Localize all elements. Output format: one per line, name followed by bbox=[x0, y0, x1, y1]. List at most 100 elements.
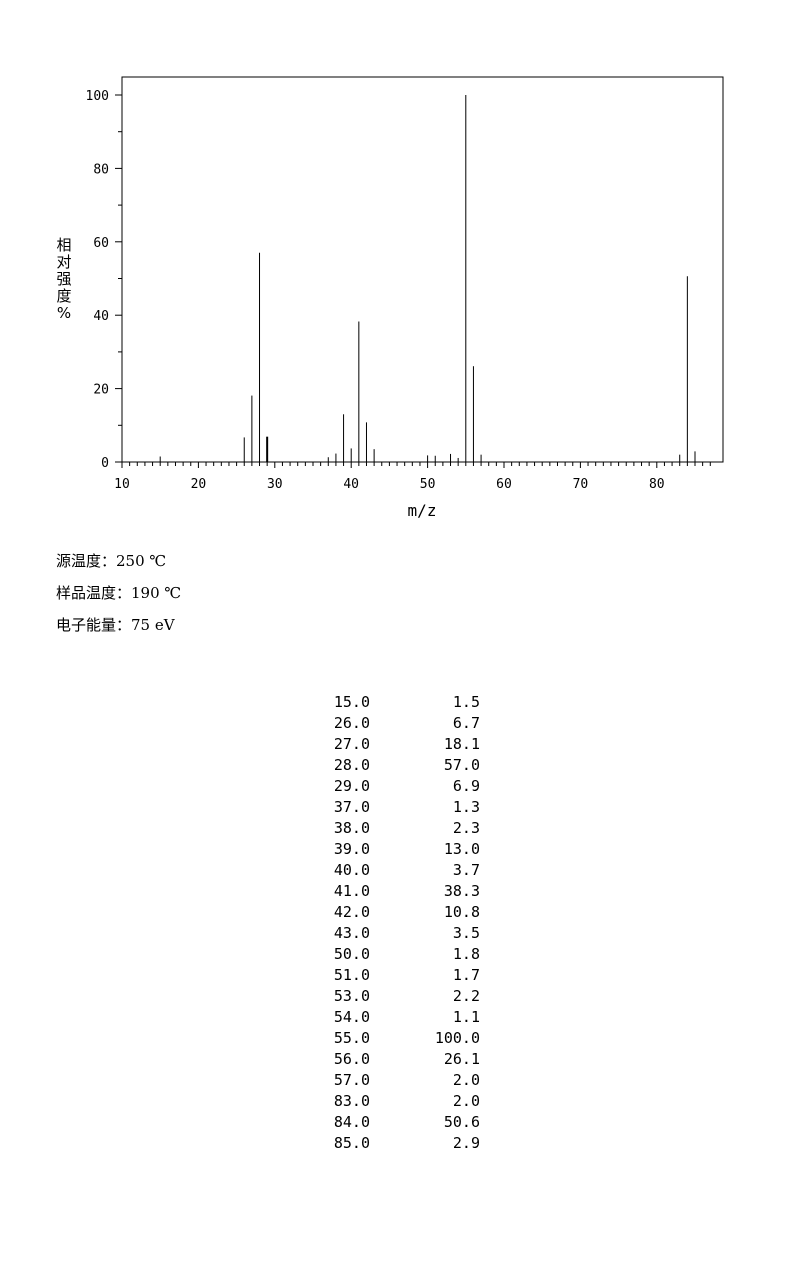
peak-intensity-cell: 1.1 bbox=[452, 1008, 480, 1026]
peak-mz-cell: 83.0 bbox=[333, 1092, 370, 1110]
y-tick-label: 20 bbox=[93, 383, 109, 398]
condition-label: 源温度： bbox=[56, 552, 117, 570]
peak-intensity-cell: 2.0 bbox=[452, 1092, 480, 1110]
table-row: 53.0 2.2 bbox=[318, 986, 480, 1007]
plot-frame bbox=[121, 76, 724, 463]
y-tick-label: 60 bbox=[93, 236, 109, 251]
peak-mz-cell: 41.0 bbox=[333, 882, 370, 900]
peak-intensity-cell: 13.0 bbox=[443, 840, 480, 858]
peak-intensity-cell: 6.7 bbox=[452, 714, 480, 732]
table-row: 42.0 10.8 bbox=[318, 902, 480, 923]
peak-mz-cell: 15.0 bbox=[333, 693, 370, 711]
peak-intensity-cell: 2.2 bbox=[452, 987, 480, 1005]
peak-mz-cell: 42.0 bbox=[333, 903, 370, 921]
peak-mz-cell: 50.0 bbox=[333, 945, 370, 963]
table-row: 29.0 6.9 bbox=[318, 776, 480, 797]
x-tick-label: 60 bbox=[496, 477, 512, 492]
table-row: 83.0 2.0 bbox=[318, 1091, 480, 1112]
x-tick-label: 20 bbox=[191, 477, 207, 492]
peak-mz-cell: 56.0 bbox=[333, 1050, 370, 1068]
peak-mz-cell: 28.0 bbox=[333, 756, 370, 774]
table-row: 54.0 1.1 bbox=[318, 1007, 480, 1028]
table-row: 50.0 1.8 bbox=[318, 944, 480, 965]
table-row: 40.0 3.7 bbox=[318, 860, 480, 881]
peak-intensity-cell: 100.0 bbox=[434, 1029, 480, 1047]
y-axis-label-char: 对 bbox=[56, 253, 71, 271]
y-tick-label: 40 bbox=[93, 309, 109, 324]
x-tick-label: 30 bbox=[267, 477, 283, 492]
peak-list-table: 15.0 1.5 26.0 6.7 27.0 18.1 28.0 57.0 29.0 6.9 37.… bbox=[318, 692, 480, 1154]
table-row: 37.0 1.3 bbox=[318, 797, 480, 818]
peak-intensity-cell: 26.1 bbox=[443, 1050, 480, 1068]
table-row: 39.0 13.0 bbox=[318, 839, 480, 860]
condition-label: 电子能量： bbox=[56, 616, 132, 634]
peak-mz-cell: 51.0 bbox=[333, 966, 370, 984]
condition-row: 源温度：250 ℃ bbox=[56, 549, 181, 581]
peak-intensity-cell: 18.1 bbox=[443, 735, 480, 753]
peak-intensity-cell: 3.7 bbox=[452, 861, 480, 879]
table-row: 28.0 57.0 bbox=[318, 755, 480, 776]
peak-mz-cell: 84.0 bbox=[333, 1113, 370, 1131]
peak-intensity-cell: 38.3 bbox=[443, 882, 480, 900]
condition-row: 样品温度：190 ℃ bbox=[56, 581, 181, 613]
y-tick-label: 100 bbox=[86, 89, 109, 104]
y-tick-label: 0 bbox=[101, 456, 109, 471]
table-row: 26.0 6.7 bbox=[318, 713, 480, 734]
table-row: 41.0 38.3 bbox=[318, 881, 480, 902]
x-tick-label: 50 bbox=[420, 477, 436, 492]
table-row: 57.0 2.0 bbox=[318, 1070, 480, 1091]
peak-mz-cell: 54.0 bbox=[333, 1008, 370, 1026]
peak-mz-cell: 85.0 bbox=[333, 1134, 370, 1152]
peak-mz-cell: 37.0 bbox=[333, 798, 370, 816]
y-axis-label-char: 强 bbox=[56, 270, 71, 288]
y-axis-label-char: 度 bbox=[56, 287, 71, 305]
spectrum-peaks bbox=[159, 95, 696, 462]
table-row: 84.0 50.6 bbox=[318, 1112, 480, 1133]
y-axis-ticks: 0 20 40 60 80 100 bbox=[86, 89, 122, 471]
table-row: 43.0 3.5 bbox=[318, 923, 480, 944]
peak-mz-cell: 27.0 bbox=[333, 735, 370, 753]
table-row: 27.0 18.1 bbox=[318, 734, 480, 755]
peak-mz-cell: 39.0 bbox=[333, 840, 370, 858]
peak-intensity-cell: 1.8 bbox=[452, 945, 480, 963]
y-tick-label: 80 bbox=[93, 162, 109, 177]
peak-mz-cell: 29.0 bbox=[333, 777, 370, 795]
table-row: 55.0 100.0 bbox=[318, 1028, 480, 1049]
peak-intensity-cell: 2.9 bbox=[452, 1134, 480, 1152]
condition-value: 75 eV bbox=[131, 616, 175, 634]
y-axis-label-char: % bbox=[57, 304, 71, 322]
table-row: 15.0 1.5 bbox=[318, 692, 480, 713]
x-tick-label: 10 bbox=[114, 477, 130, 492]
peak-intensity-cell: 2.0 bbox=[452, 1071, 480, 1089]
condition-label: 样品温度： bbox=[56, 584, 132, 602]
condition-value: 250 ℃ bbox=[116, 552, 167, 570]
peak-mz-cell: 53.0 bbox=[333, 987, 370, 1005]
measurement-conditions: 源温度：250 ℃ 样品温度：190 ℃ 电子能量：75 eV bbox=[56, 549, 181, 645]
peak-intensity-cell: 6.9 bbox=[452, 777, 480, 795]
condition-value: 190 ℃ bbox=[131, 584, 182, 602]
peak-mz-cell: 55.0 bbox=[333, 1029, 370, 1047]
peak-intensity-cell: 57.0 bbox=[443, 756, 480, 774]
peak-intensity-cell: 10.8 bbox=[443, 903, 480, 921]
table-row: 51.0 1.7 bbox=[318, 965, 480, 986]
x-tick-label: 70 bbox=[573, 477, 589, 492]
peak-intensity-cell: 1.7 bbox=[452, 966, 480, 984]
peak-intensity-cell: 3.5 bbox=[452, 924, 480, 942]
table-row: 85.0 2.9 bbox=[318, 1133, 480, 1154]
y-axis-label-char: 相 bbox=[56, 236, 71, 254]
peak-mz-cell: 57.0 bbox=[333, 1071, 370, 1089]
x-axis-label: m/z bbox=[408, 501, 437, 520]
peak-intensity-cell: 50.6 bbox=[443, 1113, 480, 1131]
condition-row: 电子能量：75 eV bbox=[56, 613, 181, 645]
x-tick-label: 80 bbox=[649, 477, 665, 492]
peak-mz-cell: 26.0 bbox=[333, 714, 370, 732]
x-tick-label: 40 bbox=[343, 477, 359, 492]
peak-mz-cell: 40.0 bbox=[333, 861, 370, 879]
peak-mz-cell: 38.0 bbox=[333, 819, 370, 837]
peak-intensity-cell: 1.3 bbox=[452, 798, 480, 816]
x-axis-ticks: 10 20 30 40 50 60 70 80 bbox=[114, 462, 711, 492]
peak-intensity-cell: 1.5 bbox=[452, 693, 480, 711]
peak-mz-cell: 43.0 bbox=[333, 924, 370, 942]
